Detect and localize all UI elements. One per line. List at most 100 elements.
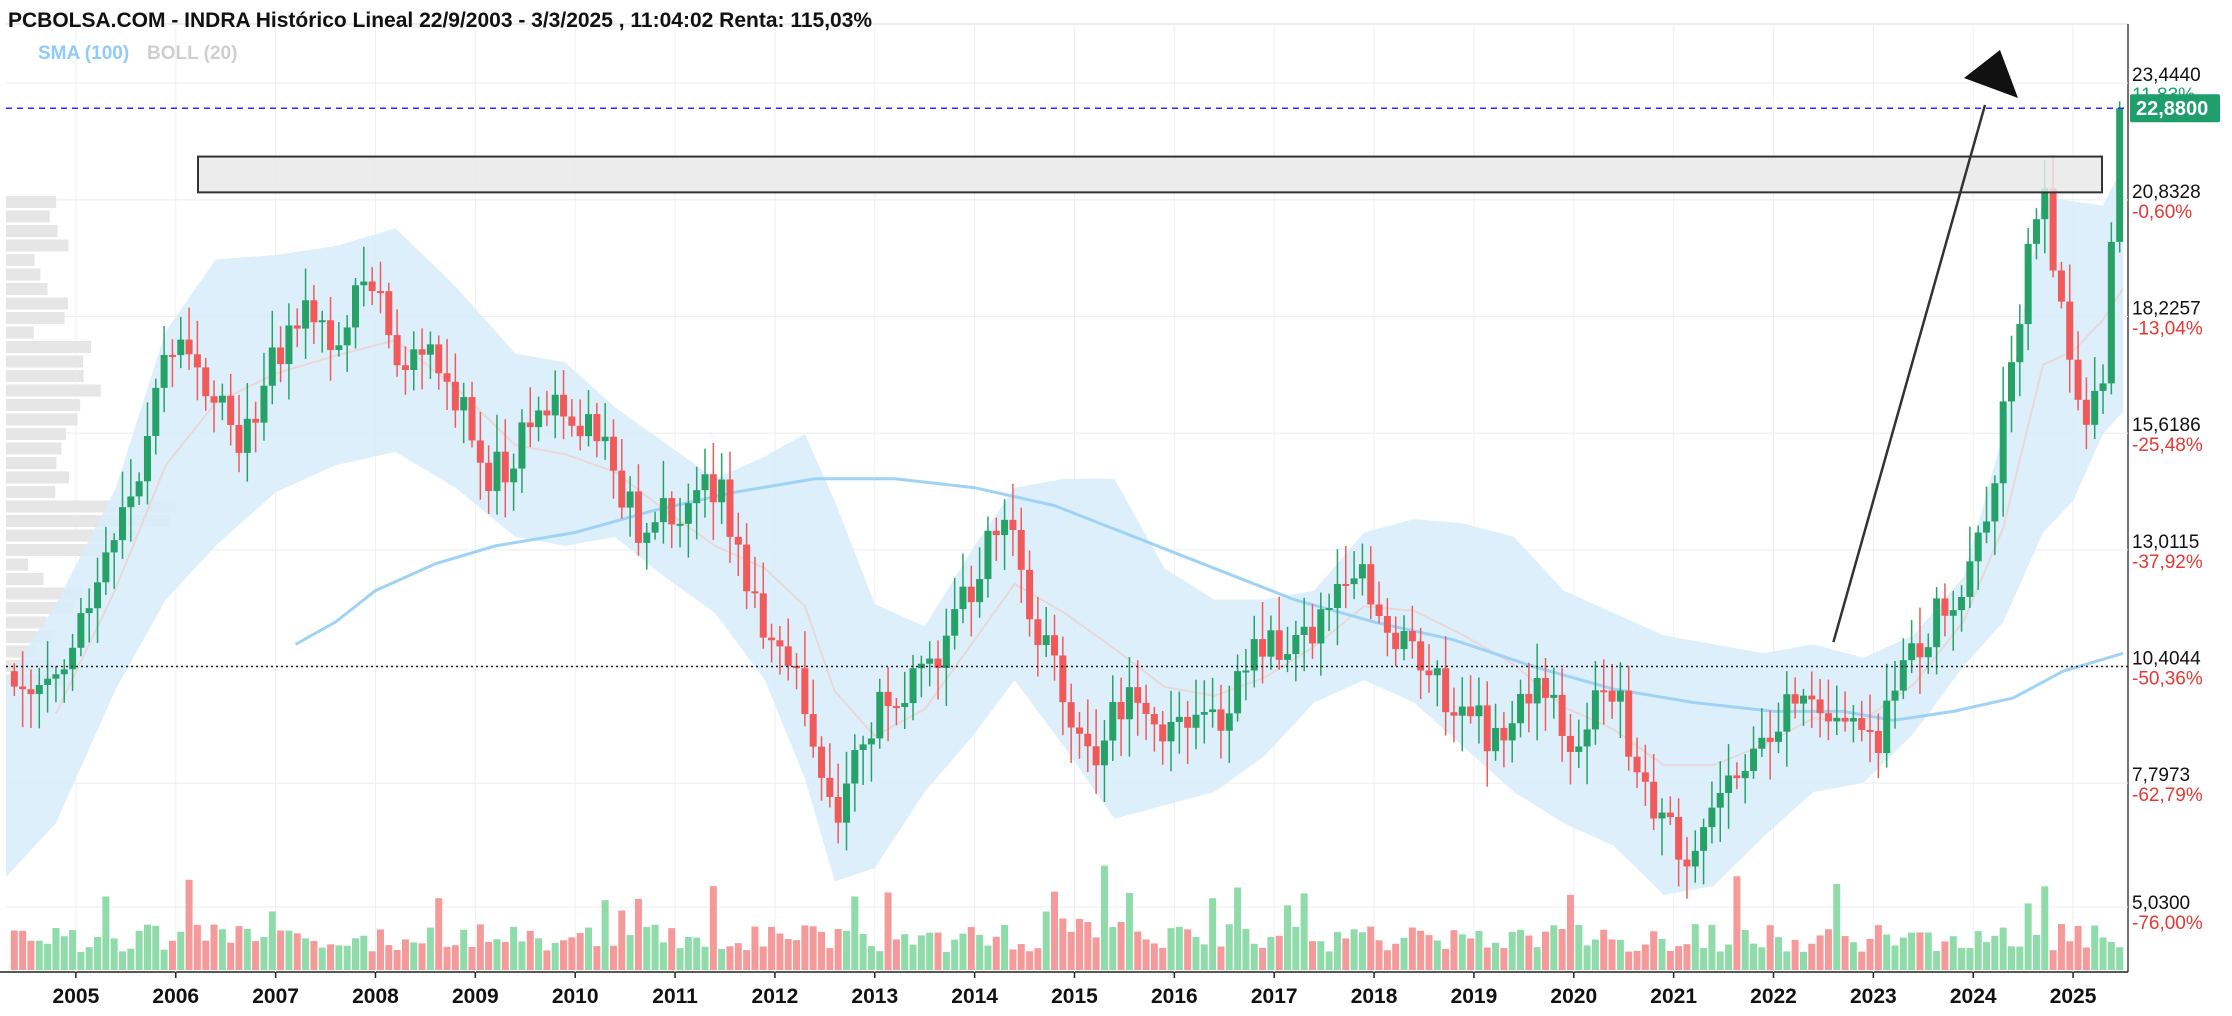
candle-up [1783, 694, 1791, 732]
candle-up [693, 490, 701, 504]
volume-bar [726, 946, 734, 970]
volume-bar [1874, 925, 1882, 970]
volume-bar [1184, 929, 1192, 970]
volume-bar [884, 892, 892, 970]
candle-down [435, 344, 443, 374]
volume-bar [451, 945, 459, 970]
volume-bar [568, 937, 576, 970]
candle-up [1908, 643, 1916, 661]
volume-bar [243, 928, 251, 970]
volume-bar [468, 946, 476, 970]
volume-bar [1700, 948, 1708, 970]
candle-up [942, 635, 950, 669]
volume-bar [1009, 949, 1017, 970]
candle-down [1075, 727, 1083, 734]
candle-up [1933, 598, 1941, 648]
volume-bar [1259, 947, 1267, 970]
volume-bar [1417, 930, 1425, 970]
volume-bar [385, 945, 393, 970]
profile-bar [6, 457, 57, 469]
x-tick-label: 2014 [951, 985, 998, 1008]
candle-up [1001, 519, 1009, 536]
candle-down [1425, 670, 1433, 676]
candle-down [1733, 775, 1741, 779]
candle-down [293, 325, 301, 329]
candle-up [1242, 670, 1250, 673]
volume-bar [77, 951, 85, 970]
candle-up [110, 540, 118, 553]
y-tick-percent: -0,60% [2132, 202, 2192, 223]
candle-up [585, 414, 593, 437]
volume-bar [1284, 905, 1292, 970]
candle-down [784, 646, 792, 666]
volume-bar [1658, 938, 1666, 970]
candle-up [909, 668, 917, 704]
candle-up [2007, 362, 2015, 402]
x-tick-label: 2025 [2050, 985, 2097, 1008]
candle-up [842, 783, 850, 823]
volume-bar [1583, 945, 1591, 970]
volume-bar [1575, 924, 1583, 970]
volume-bar [751, 926, 759, 970]
x-tick-label: 2017 [1251, 985, 1298, 1008]
volume-bar [1225, 924, 1233, 970]
volume-bar [168, 940, 176, 970]
x-tick-label: 2020 [1550, 985, 1597, 1008]
volume-bar [1150, 943, 1158, 970]
volume-bar [551, 942, 559, 970]
volume-bar [593, 946, 601, 970]
y-tick-value: 15,6186 [2132, 415, 2201, 436]
volume-bar [1625, 951, 1633, 970]
candle-up [1550, 694, 1558, 698]
candle-up [360, 281, 368, 286]
volume-bar [626, 935, 634, 970]
candle-up [143, 435, 151, 482]
candle-down [2057, 270, 2065, 302]
volume-bar [826, 948, 834, 970]
volume-bar [959, 933, 967, 970]
candle-down [327, 320, 335, 350]
candle-up [1700, 827, 1708, 851]
volume-bar [2007, 946, 2015, 970]
volume-bar [352, 938, 360, 970]
candle-up [951, 609, 959, 636]
candle-up [1949, 610, 1957, 616]
y-tick-value: 5,0300 [2132, 893, 2190, 914]
candle-up [1899, 660, 1907, 691]
volume-bar [1042, 911, 1050, 970]
candle-down [634, 491, 642, 543]
volume-bar [343, 945, 351, 970]
candle-down [368, 281, 376, 292]
volume-bar [410, 942, 418, 970]
candle-down [310, 300, 318, 323]
candle-up [1209, 709, 1217, 713]
volume-bar [1983, 942, 1991, 970]
volume-bar [1866, 938, 1874, 970]
volume-bar [1525, 935, 1533, 970]
chart-title: PCBOLSA.COM - INDRA Histórico Lineal 22/… [8, 9, 872, 32]
volume-bar [1308, 941, 1316, 970]
candle-down [543, 410, 551, 416]
candle-down [168, 354, 176, 357]
volume-bar [1392, 943, 1400, 970]
candle-up [1475, 705, 1483, 717]
x-axis: 2005 2006 2007 2008 2009 2010 2011 2012 2013 2014… [53, 972, 2097, 1008]
volume-bar [917, 935, 925, 970]
candle-up [1400, 631, 1408, 650]
candle-down [185, 339, 193, 355]
y-tick-percent: -50,36% [2132, 669, 2203, 690]
candle-down [2049, 188, 2057, 271]
candle-up [1333, 583, 1341, 608]
volume-bar [709, 886, 717, 970]
y-tick-value: 23,4440 [2132, 65, 2201, 86]
volume-bar [2032, 934, 2040, 970]
indicator-boll-label[interactable]: BOLL (20) [147, 43, 237, 64]
volume-bar [1267, 937, 1275, 970]
candle-down [1467, 706, 1475, 717]
candle-down [1683, 859, 1691, 867]
volume-bar [360, 935, 368, 970]
indicator-sma-label[interactable]: SMA (100) [38, 43, 129, 64]
candle-up [218, 395, 226, 403]
candle-up [1658, 812, 1666, 819]
candle-up [1267, 630, 1275, 657]
